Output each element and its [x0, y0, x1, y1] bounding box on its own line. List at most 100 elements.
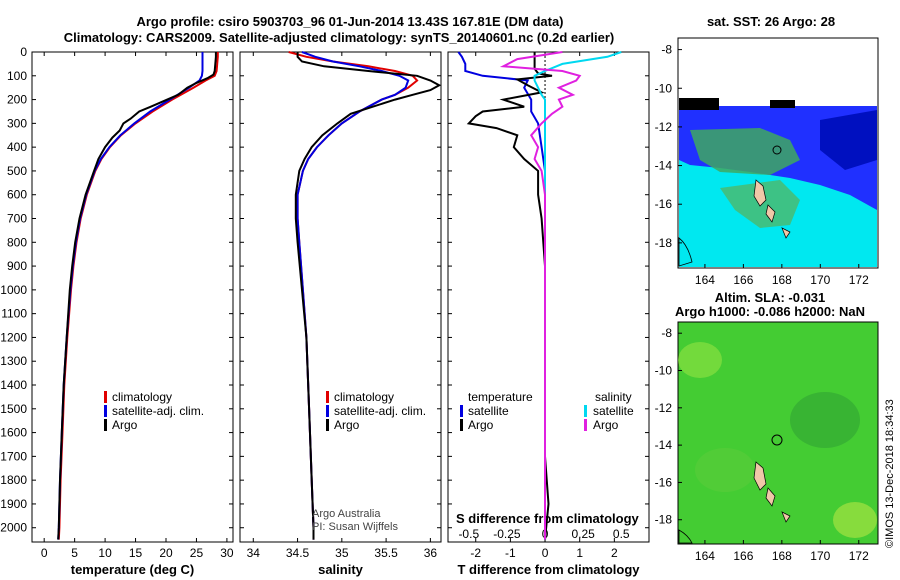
sst-nodata-block	[770, 100, 795, 108]
temperature-panel: 0 5 10 15 20 25 30 temperature (deg C)	[41, 52, 234, 577]
depth-tick-label: 1000	[0, 283, 27, 297]
legend-s-argo-swatch	[584, 419, 587, 431]
lat-tick-label: -10	[655, 81, 673, 95]
depth-tick-label: 600	[7, 188, 27, 202]
legend-s-argo-label: Argo	[593, 418, 619, 432]
x-tick-label: 34	[247, 546, 261, 560]
legend-argo-label: Argo	[334, 418, 360, 432]
legend-t-satellite-label: satellite	[468, 404, 509, 418]
sla-anomaly-patch	[790, 392, 860, 448]
salinity-panel-frame	[239, 51, 442, 543]
lat-tick-label: -16	[655, 475, 673, 489]
sst-map	[677, 37, 879, 269]
series-line-climatology	[288, 51, 419, 540]
title-line-2: Climatology: CARS2009. Satellite-adjuste…	[64, 30, 615, 45]
legend-s-satellite-swatch	[584, 405, 587, 417]
island-shape	[781, 227, 791, 239]
island-shape	[753, 179, 767, 207]
depth-tick-label: 200	[7, 93, 27, 107]
depth-tick-label: 100	[7, 69, 27, 83]
lon-tick-label: 166	[733, 273, 753, 287]
difference-panel-frame	[447, 51, 650, 543]
depth-tick-label: 700	[7, 212, 27, 226]
x-tick-label: 0	[41, 546, 48, 560]
x-axis-label: temperature (deg C)	[71, 562, 195, 577]
sla-anomaly-patch	[678, 342, 722, 378]
legend-argo-swatch	[326, 419, 329, 431]
legend-t-argo-swatch	[460, 419, 463, 431]
depth-tick-label: 1900	[0, 497, 27, 511]
legend-argo-label: Argo	[112, 418, 138, 432]
x-tick-label: 36	[424, 546, 438, 560]
x-tick-label: 35	[335, 546, 349, 560]
x-tick-label: -2	[470, 546, 481, 560]
lat-tick-label: -8	[661, 326, 672, 340]
depth-tick-label: 1600	[0, 426, 27, 440]
depth-tick-label: 300	[7, 116, 27, 130]
lat-tick-label: -14	[655, 438, 673, 452]
legend-climatology-swatch	[326, 391, 329, 403]
depth-tick-label: 1100	[1, 307, 27, 321]
lat-tick-label: -18	[655, 513, 673, 527]
legend-t-satellite-swatch	[460, 405, 463, 417]
temperature-panel-frame	[31, 51, 234, 543]
lat-tick-label: -10	[655, 364, 673, 378]
depth-tick-label: 1300	[0, 354, 27, 368]
legend-satellite-label: satellite-adj. clim.	[334, 404, 426, 418]
legend-satellite-swatch	[326, 405, 329, 417]
series-line-satellite-adj-clim-	[57, 52, 204, 540]
imos-watermark: ©IMOS 13-Dec-2018 18:34:33	[884, 399, 896, 548]
difference-legend: temperature satellite Argo salinity sate…	[460, 390, 634, 432]
sst-map-axes: 164 166 168 170 172 -8 -10 -12 -14 -16 -18	[655, 43, 869, 287]
x-tick-label: 35.5	[374, 546, 398, 560]
sst-green-region	[690, 128, 800, 175]
depth-tick-label: 400	[7, 140, 27, 154]
lon-tick-label: 164	[695, 273, 715, 287]
island-shape	[765, 487, 776, 507]
sla-map-axes: 164 166 168 170 172 -8 -10 -12 -14 -16 -18	[655, 326, 869, 563]
lat-tick-label: -18	[655, 236, 673, 250]
legend-s-satellite-label: satellite	[593, 404, 634, 418]
depth-tick-label: 1700	[0, 449, 27, 463]
legend-temperature-title: temperature	[468, 390, 533, 404]
island-shape	[765, 204, 776, 223]
sla-map-title-line-2: Argo h1000: -0.086 h2000: NaN	[675, 304, 865, 319]
depth-tick-label: 800	[7, 235, 27, 249]
depth-axis: 0 100 200 300 400 500 600 700 800 900 1000 1100 1200…	[0, 45, 649, 535]
salinity-panel: 34 34.5 35 35.5 36 salinity	[247, 51, 442, 577]
lon-tick-label: 168	[772, 273, 792, 287]
lon-tick-label: 172	[849, 549, 869, 563]
depth-tick-label: 0	[20, 45, 27, 59]
island-shape	[781, 511, 791, 523]
x-tick-label: 2	[611, 546, 618, 560]
lat-tick-label: -8	[661, 43, 672, 57]
sla-anomaly-patch	[695, 448, 755, 492]
x-tick-label: 34.5	[286, 546, 310, 560]
series-line-argo	[294, 52, 442, 540]
title-line-1: Argo profile: csiro 5903703_96 01-Jun-20…	[136, 14, 563, 29]
lon-tick-label: 166	[733, 549, 753, 563]
island-shape	[753, 461, 767, 491]
lon-tick-label: 172	[849, 273, 869, 287]
x-tick-label: 0	[542, 546, 549, 560]
series-line-s-satellite	[533, 51, 622, 540]
legend-satellite-swatch	[104, 405, 107, 417]
credit-line-1: Argo Australia	[312, 508, 381, 520]
x-tick-label: 15	[129, 546, 143, 560]
lon-tick-label: 170	[810, 273, 830, 287]
sst-nodata-block	[679, 98, 719, 110]
depth-tick-label: 1200	[0, 330, 27, 344]
legend-climatology-label: climatology	[112, 390, 172, 404]
series-line-s-argo	[499, 51, 582, 540]
depth-tick-label: 2000	[0, 521, 27, 535]
x-tick-label: 30	[220, 546, 234, 560]
x-tick-label: 10	[98, 546, 112, 560]
x-tick-label: 5	[71, 546, 78, 560]
coastline	[678, 529, 693, 544]
depth-tick-label: 1400	[0, 378, 27, 392]
lat-tick-label: -12	[655, 120, 673, 134]
legend-climatology-label: climatology	[334, 390, 394, 404]
sla-map	[677, 321, 879, 545]
sst-deep-blue-region	[820, 110, 877, 170]
